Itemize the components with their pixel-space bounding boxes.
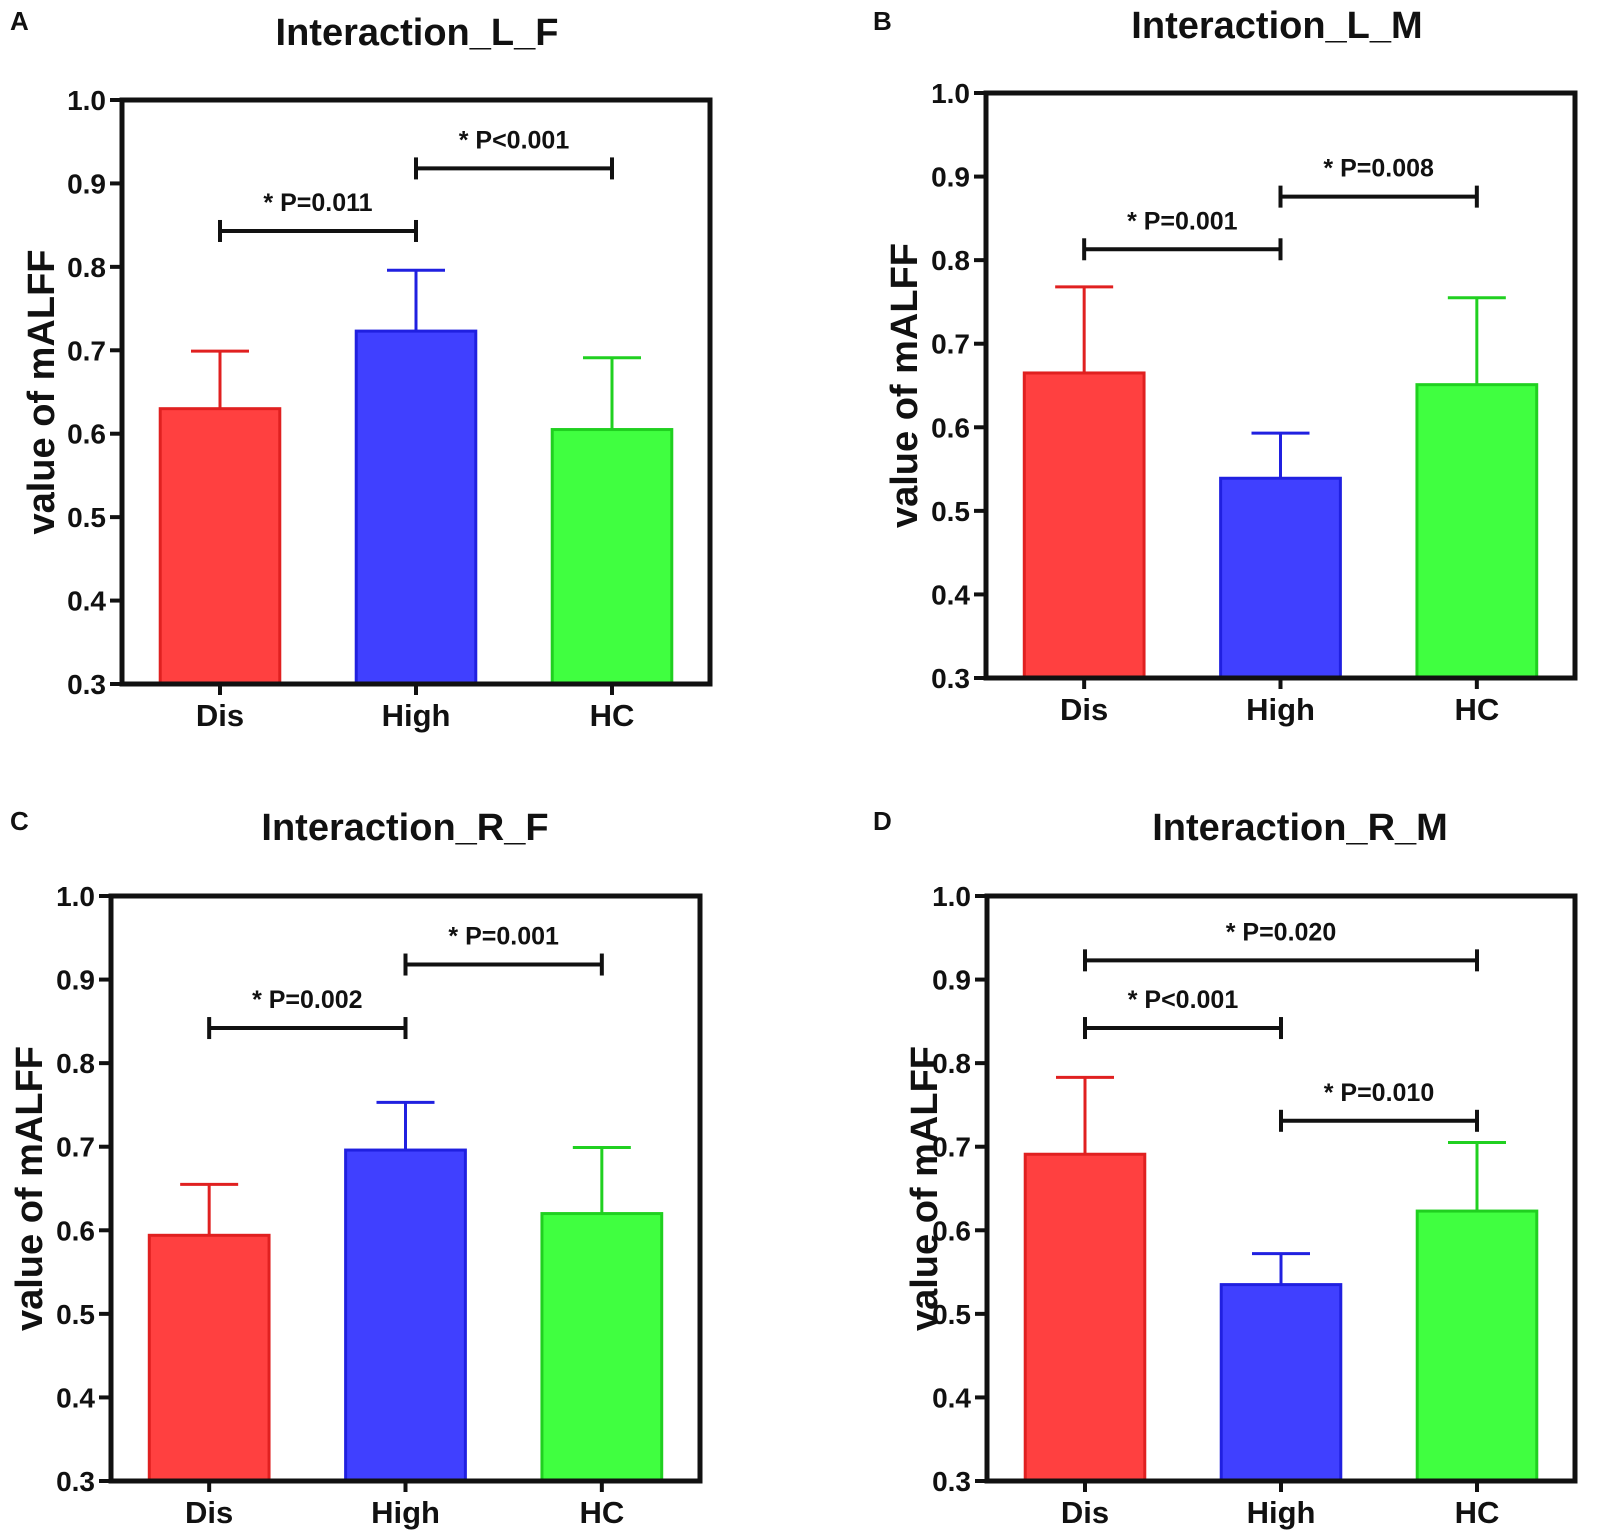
y-tick-label: 0.3	[67, 669, 106, 700]
chart-panel-d: D Interaction_R_M 0.3 0.4 0.5 0.6 0.7 0.8 0.9 1.0…	[873, 806, 1578, 1530]
chart-panel-c: C Interaction_R_F 0.3 0.4 0.5 0.6 0.7 0.8 0.9 1.0…	[9, 806, 703, 1530]
significance-label: * P=0.001	[448, 923, 559, 951]
bar-dis	[1023, 1152, 1147, 1483]
y-tick-label: 0.9	[932, 965, 971, 996]
bar-dis	[1022, 371, 1146, 680]
x-tick-label: Dis	[196, 698, 244, 733]
y-tick-label: 0.7	[56, 1132, 95, 1163]
chart-panel-b: B Interaction_L_M 0.3 0.4 0.5 0.6 0.7 0.8 0.9 1.0…	[873, 5, 1578, 727]
y-tick-label: 0.5	[931, 496, 970, 527]
significance-label: * P=0.010	[1324, 1079, 1435, 1107]
y-tick-label: 0.4	[56, 1382, 95, 1413]
significance-bracket: * P=0.001	[1082, 207, 1283, 261]
significance-bracket: * P=0.002	[207, 986, 408, 1040]
y-tick-label: 0.6	[56, 1215, 95, 1246]
panel-letter: A	[10, 6, 29, 36]
panel-letter: B	[873, 6, 892, 36]
significance-label: * P=0.008	[1323, 155, 1434, 183]
x-tick-label: Dis	[1060, 692, 1108, 727]
bar-hc	[1415, 383, 1539, 680]
x-tick-label: Dis	[1061, 1495, 1109, 1530]
panel-letter: C	[10, 806, 29, 836]
chart-title: Interaction_R_M	[1152, 807, 1448, 849]
bar-hc	[550, 428, 674, 686]
chart-title: Interaction_L_M	[1131, 5, 1422, 47]
significance-label: * P=0.020	[1226, 918, 1337, 946]
bar-high	[344, 1148, 467, 1483]
significance-bracket: * P=0.010	[1279, 1079, 1479, 1132]
x-tick-label: HC	[1455, 1495, 1500, 1530]
y-tick-label: 0.7	[931, 329, 970, 360]
y-tick-label: 0.6	[931, 412, 970, 443]
x-tick-label: High	[1246, 692, 1315, 727]
y-tick-label: 0.8	[56, 1048, 95, 1079]
x-tick-label: HC	[590, 698, 635, 733]
chart-title: Interaction_R_F	[261, 807, 548, 849]
chart-panel-a: A Interaction_L_F 0.3 0.4 0.5 0.6 0.7 0.8 0.9 1.0…	[10, 6, 713, 733]
y-tick-label: 0.4	[931, 579, 970, 610]
y-axis-label: value of mALFF	[9, 1046, 51, 1331]
y-tick-label: 1.0	[932, 881, 971, 912]
y-tick-label: 0.5	[56, 1299, 95, 1330]
y-tick-label: 1.0	[67, 85, 106, 116]
y-tick-label: 0.3	[56, 1466, 95, 1497]
significance-bracket: * P<0.001	[1083, 986, 1283, 1040]
x-tick-label: High	[1247, 1495, 1316, 1530]
bar-hc	[1415, 1209, 1539, 1483]
x-tick-label: HC	[1454, 692, 1499, 727]
significance-bracket: * P<0.001	[414, 126, 614, 180]
significance-bracket: * P=0.008	[1278, 155, 1479, 208]
significance-bracket: * P=0.001	[403, 923, 604, 976]
y-tick-label: 0.3	[931, 663, 970, 694]
bar-high	[1219, 1283, 1343, 1483]
y-axis-label: value of mALFF	[21, 249, 63, 534]
significance-label: * P<0.001	[1128, 986, 1239, 1014]
x-tick-label: High	[382, 698, 451, 733]
significance-bracket: * P=0.020	[1083, 918, 1479, 972]
x-tick-label: HC	[579, 1495, 624, 1530]
y-tick-label: 0.4	[67, 586, 106, 617]
y-tick-label: 0.8	[931, 245, 970, 276]
y-tick-label: 0.5	[67, 502, 106, 533]
y-tick-label: 0.3	[932, 1466, 971, 1497]
significance-label: * P=0.001	[1127, 207, 1238, 235]
significance-label: * P=0.002	[252, 986, 363, 1014]
y-tick-label: 0.7	[67, 335, 106, 366]
y-axis-label: value of mALFF	[884, 243, 926, 528]
y-tick-label: 0.8	[932, 1048, 971, 1079]
bar-hc	[540, 1212, 664, 1483]
y-tick-label: 0.7	[932, 1132, 971, 1163]
chart-title: Interaction_L_F	[276, 12, 559, 54]
bar-high	[354, 329, 478, 686]
significance-label: * P<0.001	[459, 126, 570, 154]
y-tick-label: 1.0	[56, 881, 95, 912]
y-tick-label: 0.6	[932, 1215, 971, 1246]
x-tick-label: Dis	[185, 1495, 233, 1530]
y-tick-label: 0.6	[67, 419, 106, 450]
y-tick-label: 0.9	[56, 965, 95, 996]
bar-dis	[147, 1233, 271, 1483]
significance-label: * P=0.011	[263, 189, 372, 217]
x-tick-label: High	[371, 1495, 440, 1530]
y-tick-label: 0.5	[932, 1299, 971, 1330]
y-tick-label: 0.8	[67, 252, 106, 283]
y-tick-label: 0.4	[932, 1382, 971, 1413]
bar-dis	[158, 407, 282, 686]
bar-high	[1219, 476, 1342, 680]
y-tick-label: 0.9	[67, 168, 106, 199]
y-axis-label: value of mALFF	[904, 1046, 946, 1331]
panel-letter: D	[873, 806, 892, 836]
y-tick-label: 0.9	[931, 162, 970, 193]
y-tick-label: 1.0	[931, 78, 970, 109]
significance-bracket: * P=0.011	[218, 189, 418, 242]
